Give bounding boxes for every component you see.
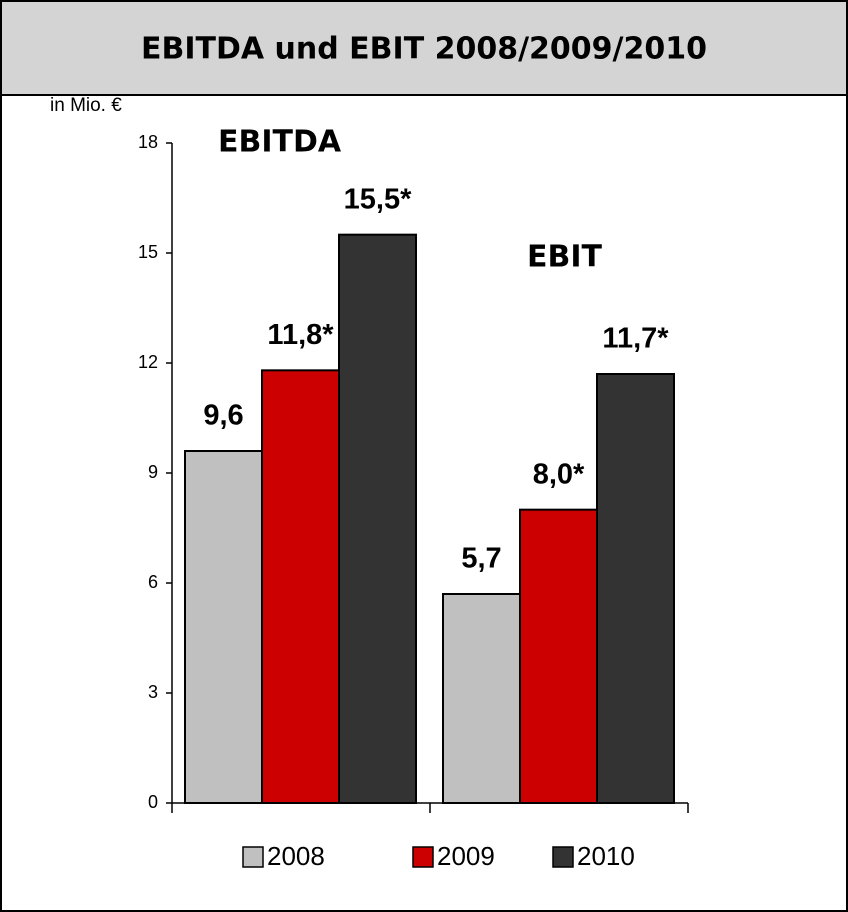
legend-swatch [242,846,264,868]
y-tick-label: 18 [138,132,158,152]
bar [519,508,598,804]
legend-swatch [412,846,434,868]
legend-label: 2008 [267,841,325,871]
y-tick-label: 6 [148,572,158,592]
y-tick-label: 12 [138,352,158,372]
bar [184,450,263,804]
y-tick-label: 9 [148,462,158,482]
value-label: 8,0* [533,458,585,490]
value-label: 9,6 [203,400,243,432]
legend-label: 2010 [577,841,635,871]
y-tick-label: 0 [148,792,158,812]
legend-swatch [552,846,574,868]
title-band [0,0,848,96]
value-label: 5,7 [461,543,501,575]
legend-label: 2009 [437,841,495,871]
bar [442,593,521,804]
y-tick-label: 3 [148,682,158,702]
value-label: 11,7* [602,323,669,355]
chart-title: EBITDA und EBIT 2008/2009/2010 [141,32,707,67]
y-axis-label: in Mio. € [50,95,122,116]
bar [596,373,675,804]
value-label: 15,5* [344,183,412,215]
category-label: EBITDA [218,125,342,160]
y-tick-label: 15 [138,242,158,262]
bar [261,369,340,804]
category-label: EBIT [527,240,603,275]
value-label: 11,8* [267,319,334,351]
bar [338,233,417,804]
